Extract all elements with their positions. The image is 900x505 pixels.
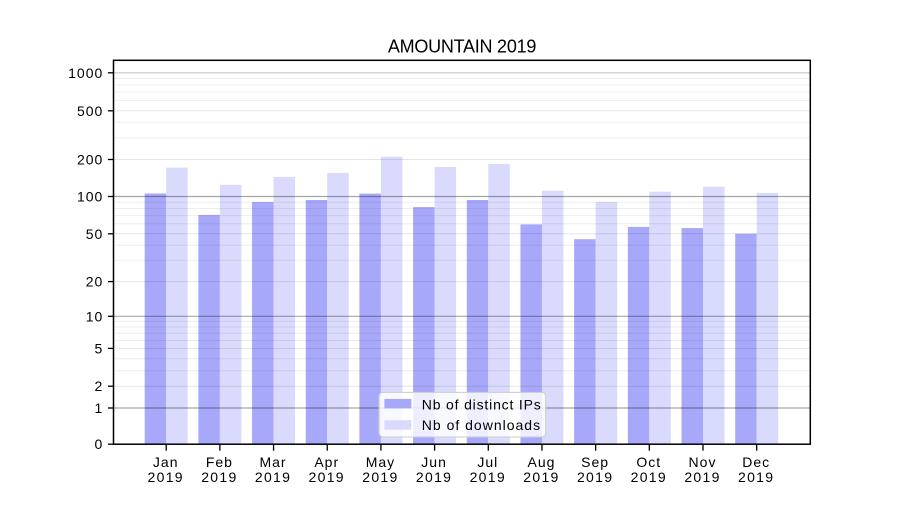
svg-text:Apr: Apr: [314, 454, 339, 470]
svg-text:Jul: Jul: [477, 454, 498, 470]
svg-text:Sep: Sep: [581, 454, 609, 470]
svg-text:2019: 2019: [577, 469, 613, 485]
svg-text:500: 500: [77, 103, 103, 119]
svg-text:2019: 2019: [148, 469, 184, 485]
svg-text:May: May: [366, 454, 395, 470]
svg-text:2019: 2019: [631, 469, 667, 485]
svg-text:1000: 1000: [68, 65, 103, 81]
svg-text:Nov: Nov: [689, 454, 717, 470]
svg-text:Jun: Jun: [421, 454, 447, 470]
svg-text:2: 2: [95, 378, 104, 394]
svg-text:Nb of downloads: Nb of downloads: [422, 417, 541, 433]
svg-text:AMOUNTAIN 2019: AMOUNTAIN 2019: [388, 36, 536, 56]
svg-text:0: 0: [95, 436, 104, 452]
svg-text:2019: 2019: [684, 469, 720, 485]
svg-text:Jan: Jan: [153, 454, 179, 470]
svg-text:200: 200: [77, 152, 103, 168]
svg-text:Aug: Aug: [527, 454, 555, 470]
svg-text:Dec: Dec: [742, 454, 770, 470]
svg-text:10: 10: [86, 308, 104, 324]
svg-text:2019: 2019: [309, 469, 345, 485]
svg-text:1: 1: [95, 400, 104, 416]
svg-text:2019: 2019: [523, 469, 559, 485]
svg-text:Oct: Oct: [636, 454, 661, 470]
svg-text:Nb of distinct IPs: Nb of distinct IPs: [422, 396, 542, 412]
svg-text:100: 100: [77, 189, 103, 205]
svg-text:2019: 2019: [255, 469, 291, 485]
svg-text:Feb: Feb: [206, 454, 233, 470]
svg-text:5: 5: [95, 340, 104, 356]
svg-text:2019: 2019: [738, 469, 774, 485]
svg-text:50: 50: [86, 226, 104, 242]
svg-text:2019: 2019: [362, 469, 398, 485]
svg-text:2019: 2019: [470, 469, 506, 485]
svg-text:2019: 2019: [201, 469, 237, 485]
svg-text:Mar: Mar: [259, 454, 286, 470]
svg-text:20: 20: [86, 274, 104, 290]
svg-text:2019: 2019: [416, 469, 452, 485]
